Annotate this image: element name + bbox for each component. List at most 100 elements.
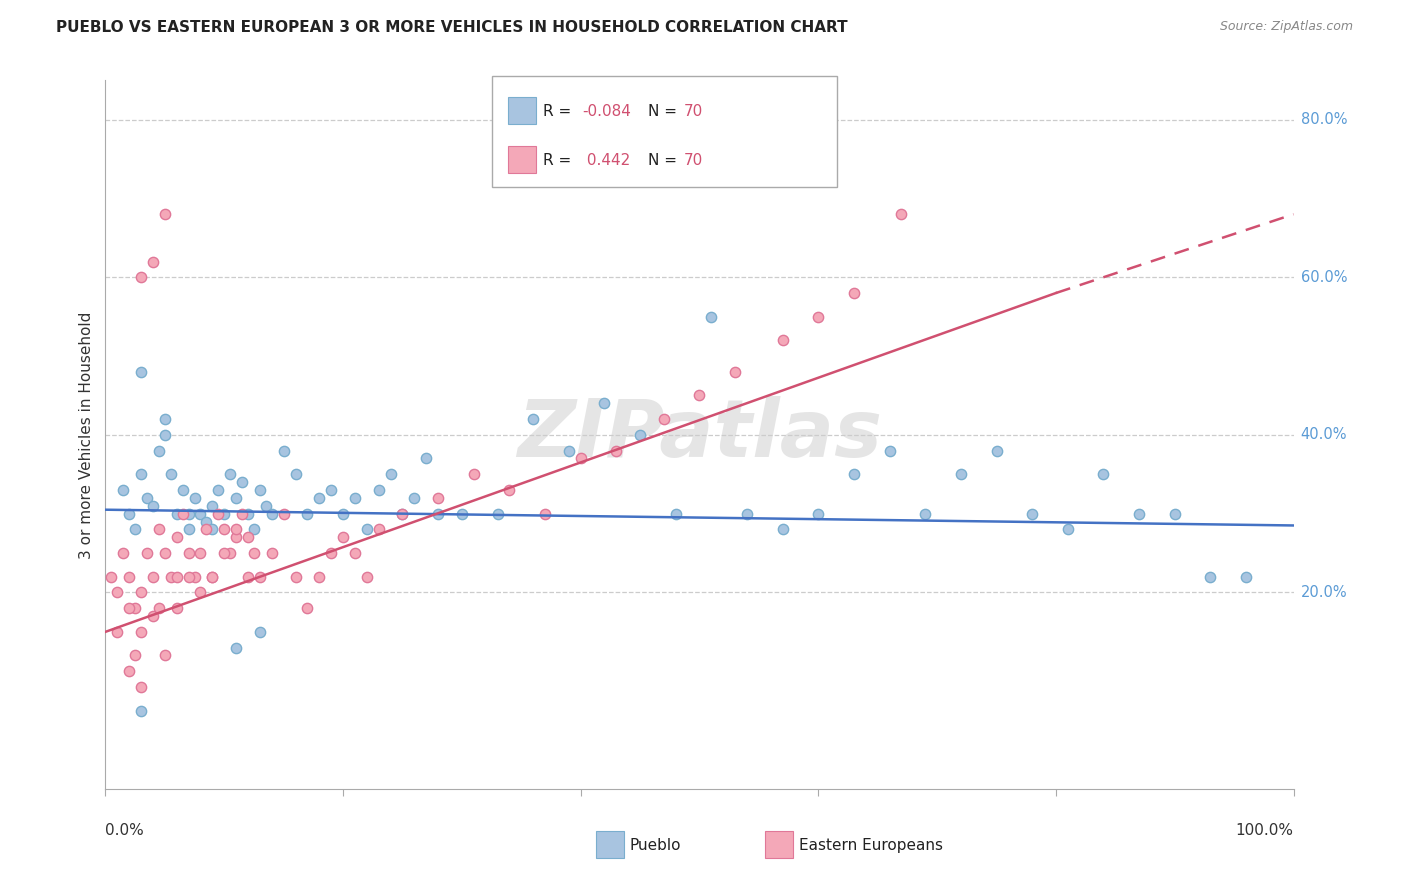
Point [254,499,277,513]
Point [136,491,159,505]
Point [628,428,651,442]
Point [124,648,146,663]
Point [159,570,181,584]
Point [129,704,152,718]
Point [1092,467,1115,482]
Point [105,585,128,599]
Point [129,270,152,285]
Point [129,680,152,694]
Point [166,601,188,615]
Point [153,648,176,663]
Point [201,523,224,537]
Point [273,443,295,458]
Point [201,570,224,584]
Point [605,443,627,458]
Point [343,546,366,560]
Point [308,570,330,584]
Point [118,570,141,584]
Point [321,483,343,497]
Text: 100.0%: 100.0% [1236,823,1294,838]
Point [1199,570,1222,584]
Point [1056,523,1078,537]
Point [172,507,194,521]
Point [332,530,354,544]
Point [367,483,389,497]
Point [343,491,366,505]
Text: N =: N = [648,103,682,119]
Point [207,507,229,521]
Point [249,483,271,497]
Point [190,546,212,560]
Point [100,570,122,584]
Point [772,334,794,348]
Point [172,483,194,497]
Point [321,546,343,560]
Point [148,601,170,615]
Text: Pueblo: Pueblo [630,838,682,853]
Point [914,507,936,521]
Text: 0.442: 0.442 [582,153,630,168]
Text: 70: 70 [683,153,703,168]
Point [153,428,176,442]
Point [427,507,450,521]
Point [236,570,259,584]
Point [129,467,152,482]
Point [558,443,581,458]
Point [219,546,242,560]
Point [308,491,330,505]
Point [225,530,247,544]
Point [534,507,557,521]
Point [177,507,200,521]
Text: 40.0%: 40.0% [1301,427,1347,442]
Point [842,285,865,300]
Point [177,570,200,584]
Point [231,475,253,489]
Point [427,491,450,505]
Point [249,624,271,639]
Point [214,523,236,537]
Point [498,483,520,497]
Point [1234,570,1257,584]
Point [700,310,723,324]
Text: Eastern Europeans: Eastern Europeans [799,838,942,853]
Text: 20.0%: 20.0% [1301,585,1347,600]
Point [724,365,747,379]
Point [665,507,688,521]
Text: Source: ZipAtlas.com: Source: ZipAtlas.com [1219,20,1353,33]
Point [879,443,901,458]
Point [807,310,830,324]
Point [260,507,283,521]
Point [129,365,152,379]
Point [243,546,266,560]
Point [153,412,176,426]
Point [124,523,146,537]
Point [166,570,188,584]
Point [112,483,135,497]
Point [356,570,378,584]
Point [195,523,218,537]
Point [142,254,165,268]
Point [367,523,389,537]
Point [391,507,413,521]
Point [1128,507,1150,521]
Point [1164,507,1187,521]
Point [124,601,146,615]
Point [177,523,200,537]
Point [112,546,135,560]
Point [986,443,1008,458]
Point [273,507,295,521]
Text: R =: R = [543,153,576,168]
Point [890,207,912,221]
Point [225,523,247,537]
Point [142,499,165,513]
Text: 70: 70 [683,103,703,119]
Point [807,507,830,521]
Point [142,609,165,624]
Point [136,546,159,560]
Text: 60.0%: 60.0% [1301,269,1347,285]
Point [569,451,592,466]
Point [225,491,247,505]
Point [225,640,247,655]
Point [177,546,200,560]
Point [284,570,307,584]
